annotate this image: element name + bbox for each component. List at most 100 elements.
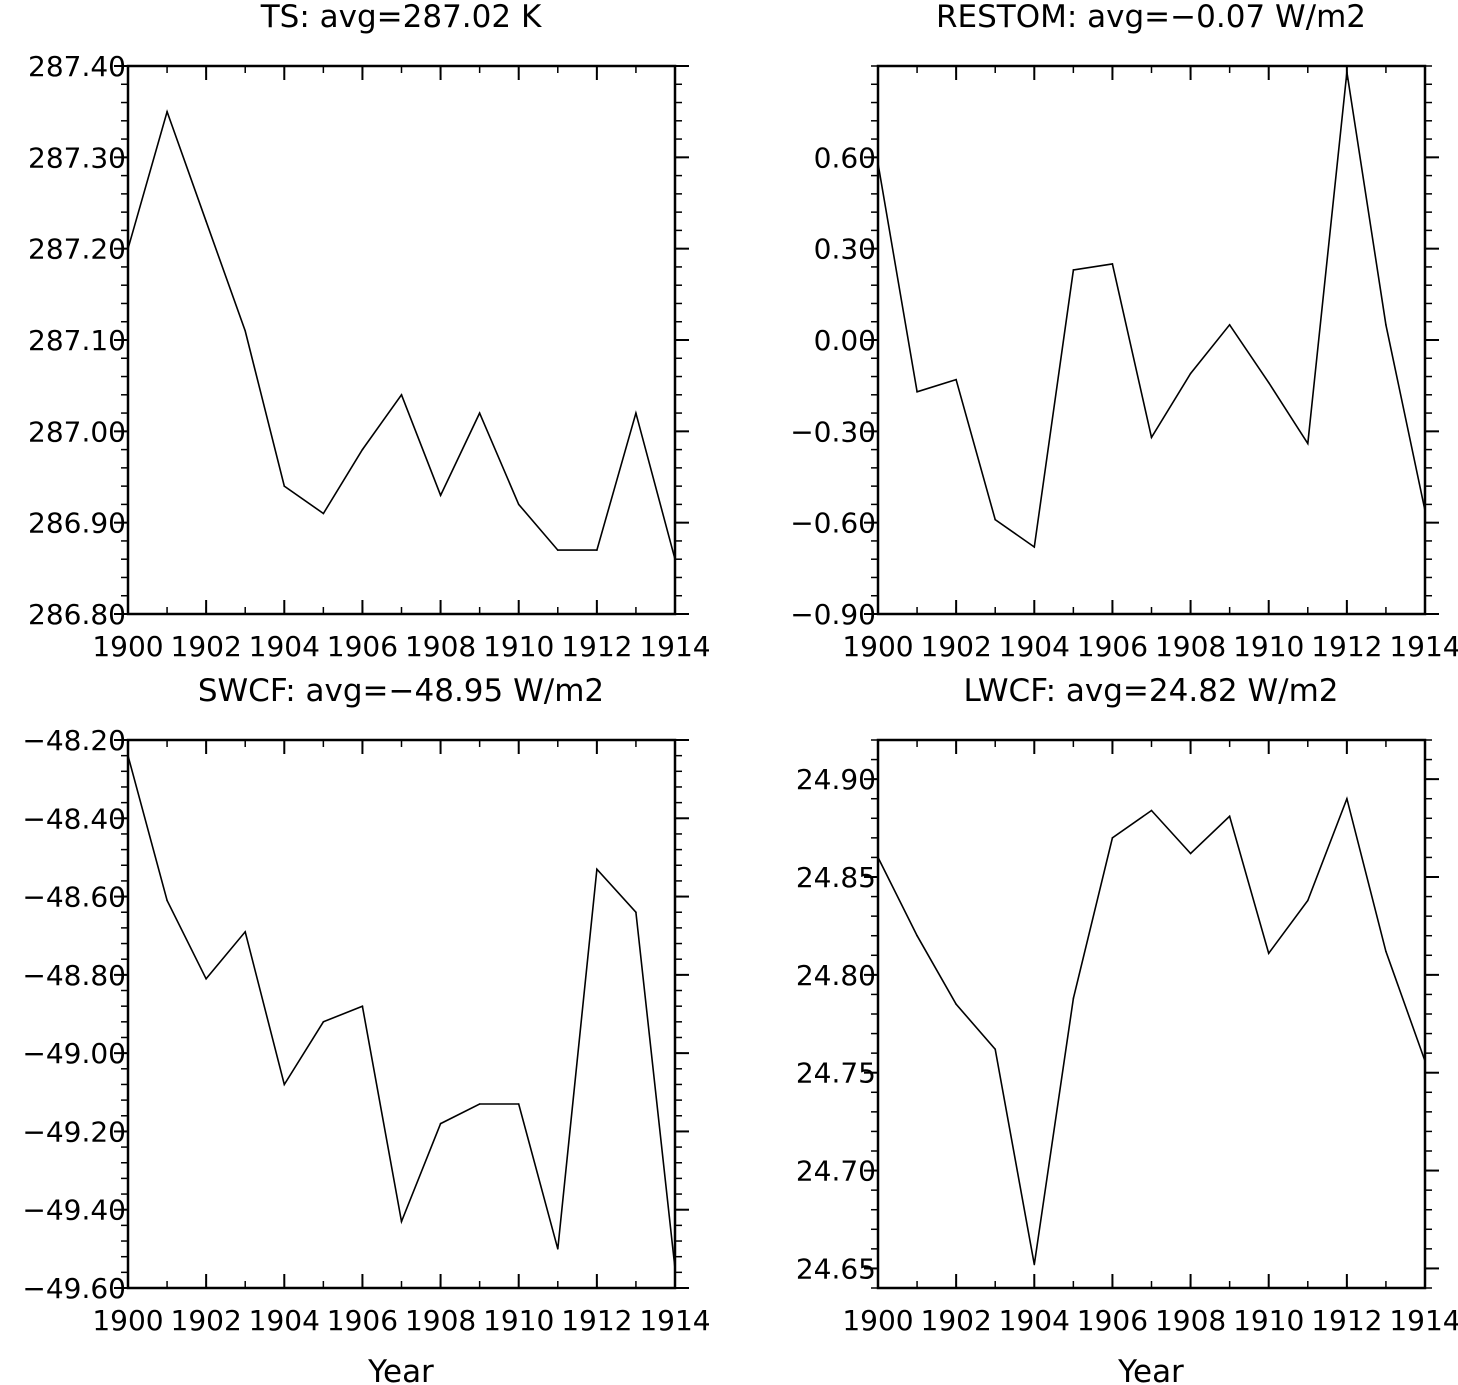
y-tick-label: 24.90 (796, 763, 876, 796)
x-tick-label: 1904 (999, 1304, 1070, 1337)
y-tick-label: −0.30 (790, 415, 876, 448)
series-group (127, 754, 676, 1270)
data-point (635, 412, 637, 414)
chart-title: LWCF: avg=24.82 W/m2 (963, 673, 1338, 709)
y-tick-label: 287.40 (28, 50, 126, 83)
y-tick-label: 24.65 (796, 1252, 876, 1285)
data-point (1424, 509, 1426, 512)
x-tick-label: 1908 (405, 1304, 476, 1337)
x-tick-label: 1908 (1155, 630, 1226, 663)
x-tick-label: 1912 (561, 630, 632, 663)
data-point (994, 518, 997, 521)
panel-swcf: SWCF: avg=−48.95 W/m2 1900 1902 1904 1906 19… (22, 673, 710, 1385)
x-tick-label: 1910 (1233, 1304, 1304, 1337)
data-point (400, 394, 403, 396)
x-tick-label: 1914 (1389, 630, 1458, 663)
y-axis-ticks: −0.90 −0.60 −0.30 0.00 0.30 0.60 (790, 65, 1439, 631)
data-point (283, 1083, 286, 1086)
panel-restom: RESTOM: avg=−0.07 W/m2 1900 1902 1904 1906 1… (790, 0, 1458, 663)
data-point (1267, 952, 1270, 955)
x-tick-label: 1900 (92, 1304, 163, 1337)
y-tick-label: −0.90 (790, 598, 876, 631)
series-group (877, 71, 1426, 549)
x-tick-label: 1912 (561, 1304, 632, 1337)
data-point (916, 934, 918, 937)
data-point (1072, 269, 1075, 271)
y-axis-ticks: 24.65 24.70 24.75 24.80 24.85 24.90 (796, 739, 1439, 1289)
data-point (955, 378, 957, 381)
chart-title: RESTOM: avg=−0.07 W/m2 (936, 0, 1366, 35)
y-tick-label: −49.40 (22, 1194, 126, 1227)
data-point (596, 868, 598, 870)
y-tick-label: 287.00 (28, 415, 126, 448)
data-point (361, 1005, 364, 1007)
data-point (205, 977, 207, 980)
data-point (596, 549, 598, 551)
data-point (478, 412, 481, 414)
plot-frame (126, 738, 677, 1290)
x-tick-label: 1914 (1389, 1304, 1458, 1337)
data-point (1228, 323, 1231, 326)
data-point (1346, 71, 1348, 73)
data-point (244, 931, 247, 933)
data-point (322, 1021, 325, 1023)
x-axis-ticks: 1900 1902 1904 1906 1908 1910 1912 1914 (92, 740, 711, 1337)
data-point (361, 448, 364, 451)
data-point (283, 485, 286, 487)
data-point (916, 390, 918, 393)
data-point (439, 1122, 442, 1125)
chart-title: SWCF: avg=−48.95 W/m2 (198, 673, 604, 709)
y-tick-label: 24.80 (796, 959, 876, 992)
x-tick-label: 1908 (405, 630, 476, 663)
chart-title: TS: avg=287.02 K (260, 0, 542, 35)
y-tick-label: 24.75 (796, 1057, 876, 1090)
data-point (1189, 852, 1192, 855)
data-point (1228, 815, 1231, 818)
x-tick-label: 1910 (483, 630, 554, 663)
y-tick-label: −48.80 (22, 959, 126, 992)
panel-ts: TS: avg=287.02 K 1900 1902 1904 1906 1908 191… (28, 0, 711, 663)
x-tick-label: 1902 (921, 1304, 992, 1337)
x-tick-label: 1904 (249, 1304, 320, 1337)
y-tick-label: 0.30 (814, 233, 876, 266)
data-point (205, 220, 207, 223)
x-axis-ticks: 1900 1902 1904 1906 1908 1910 1912 1914 (842, 740, 1458, 1337)
x-tick-label: 1914 (639, 1304, 710, 1337)
data-point (994, 1048, 997, 1051)
data-point (1189, 372, 1192, 375)
series-line (127, 109, 676, 560)
x-tick-label: 1902 (171, 630, 242, 663)
y-tick-label: −49.20 (22, 1115, 126, 1148)
y-tick-label: 0.00 (814, 324, 876, 357)
x-tick-label: 1912 (1311, 1304, 1382, 1337)
data-point (1346, 797, 1348, 800)
series-group (877, 796, 1426, 1266)
x-tick-label: 1910 (1233, 630, 1304, 663)
y-tick-label: 287.10 (28, 324, 126, 357)
data-point (244, 330, 247, 332)
y-tick-label: 24.70 (796, 1155, 876, 1188)
x-tick-label: 1900 (842, 630, 913, 663)
panel-lwcf: LWCF: avg=24.82 W/m2 1900 1902 1904 1906 190… (796, 673, 1458, 1385)
data-point (955, 1003, 957, 1006)
x-tick-label: 1904 (249, 630, 320, 663)
data-point (1424, 1060, 1426, 1062)
data-point (877, 162, 879, 165)
data-point (1111, 837, 1114, 839)
data-point (1072, 997, 1075, 1000)
data-point (166, 110, 168, 113)
data-point (400, 1220, 403, 1223)
y-tick-label: −48.60 (22, 881, 126, 914)
y-tick-label: −48.20 (22, 724, 126, 757)
x-tick-label: 1908 (1155, 1304, 1226, 1337)
data-point (127, 754, 129, 757)
x-axis-label: Year (367, 1354, 434, 1385)
y-tick-label: −0.60 (790, 507, 876, 540)
data-point (877, 856, 879, 859)
data-point (1111, 263, 1114, 265)
x-tick-label: 1906 (1077, 630, 1148, 663)
y-tick-label: −49.60 (22, 1272, 126, 1305)
data-point (674, 558, 676, 560)
y-tick-label: 286.80 (28, 598, 126, 631)
